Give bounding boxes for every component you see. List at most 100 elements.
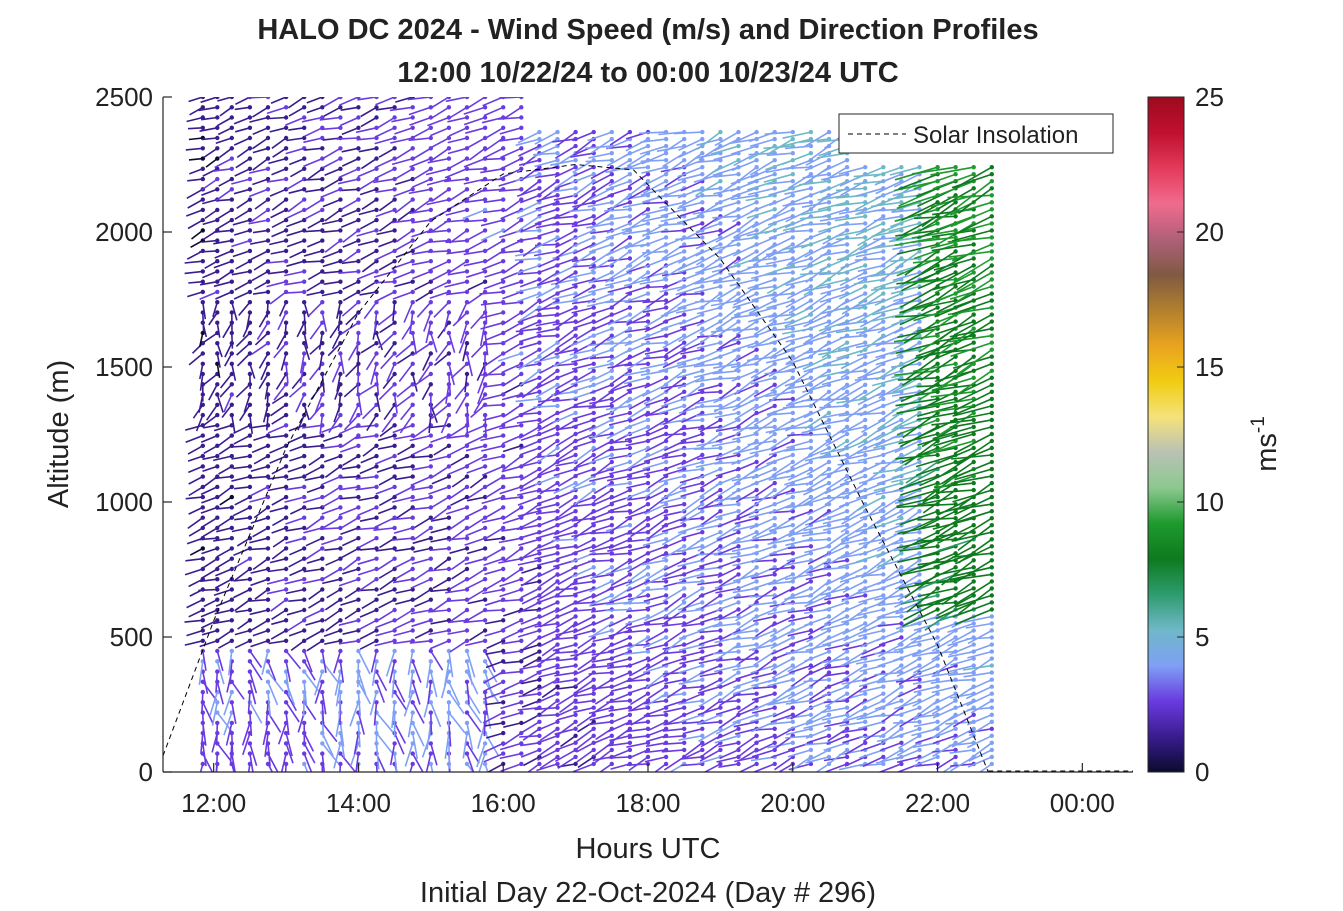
- wind-barb: [552, 412, 576, 424]
- wind-barb: [289, 506, 305, 515]
- wind-barb-dot: [573, 516, 578, 521]
- wind-barb-dot: [573, 530, 578, 535]
- wind-barb-dot: [215, 556, 220, 561]
- wind-barb-dot: [356, 648, 361, 654]
- wind-barb-dot: [428, 300, 433, 305]
- wind-barb: [482, 209, 504, 214]
- wind-barb: [517, 271, 540, 276]
- wind-barb: [466, 722, 474, 750]
- wind-barb-dot: [428, 115, 433, 120]
- wind-barb: [271, 609, 287, 620]
- wind-barb: [374, 127, 395, 138]
- wind-barb: [396, 383, 414, 398]
- wind-barb-dot: [392, 474, 397, 479]
- wind-barb-dot: [591, 487, 596, 493]
- wind-barb: [216, 527, 232, 533]
- wind-barb-dot: [718, 186, 723, 191]
- wind-barb: [216, 353, 221, 368]
- wind-barb: [378, 147, 395, 158]
- wind-barb: [519, 278, 540, 288]
- wind-barb-dot: [428, 125, 433, 130]
- wind-barb-dot: [718, 242, 723, 247]
- wind-barb-dot: [464, 187, 470, 192]
- wind-barb-dot: [265, 556, 271, 561]
- wind-barb-dot: [338, 515, 343, 520]
- wind-barb-dot: [754, 565, 759, 570]
- wind-barb: [463, 157, 486, 168]
- wind-barb: [485, 619, 504, 625]
- wind-barb: [339, 116, 359, 127]
- wind-barb: [369, 691, 378, 716]
- wind-barb: [536, 489, 558, 493]
- wind-barb-dot: [410, 577, 415, 582]
- wind-barb-dot: [573, 726, 578, 731]
- wind-barb-dot: [736, 544, 741, 549]
- wind-barb: [216, 547, 233, 558]
- wind-barbs: [184, 97, 1133, 772]
- wind-barb-dot: [265, 269, 271, 274]
- wind-barb-dot: [392, 207, 397, 213]
- wind-barb-dot: [338, 474, 343, 479]
- wind-barb-dot: [338, 187, 343, 192]
- wind-barb: [218, 445, 233, 455]
- wind-barb-dot: [392, 628, 397, 633]
- wind-barb-dot: [446, 689, 452, 695]
- wind-barb: [411, 332, 418, 355]
- wind-barb-dot: [627, 502, 633, 507]
- wind-barb-dot: [338, 546, 343, 551]
- wind-barb: [557, 721, 577, 736]
- wind-barb: [285, 516, 305, 525]
- wind-barb-dot: [482, 577, 488, 582]
- wind-barb-dot: [501, 392, 506, 397]
- wind-barb: [188, 97, 204, 103]
- wind-barb: [556, 657, 576, 662]
- wind-barb-dot: [392, 597, 397, 602]
- wind-barb-dot: [265, 453, 271, 459]
- wind-barb-dot: [645, 368, 651, 373]
- wind-barb-dot: [446, 146, 452, 151]
- wind-barb: [392, 496, 413, 503]
- wind-barb: [185, 557, 203, 562]
- wind-barb-dot: [482, 443, 488, 448]
- wind-barb-dot: [555, 403, 560, 409]
- wind-barb: [374, 291, 395, 303]
- wind-barb-dot: [200, 689, 205, 695]
- wind-barb-dot: [446, 556, 452, 561]
- wind-barb-dot: [320, 751, 325, 756]
- wind-barb: [289, 157, 305, 166]
- wind-barb: [339, 753, 356, 772]
- wind-barb: [498, 352, 522, 362]
- wind-barb-dot: [410, 597, 415, 602]
- wind-barb: [592, 496, 613, 506]
- wind-barb-dot: [320, 515, 325, 520]
- wind-barb: [484, 352, 504, 367]
- wind-barb: [324, 599, 341, 611]
- wind-barb-dot: [645, 691, 651, 696]
- wind-barb-dot: [682, 249, 687, 254]
- wind-barb-dot: [374, 351, 379, 356]
- wind-barb: [399, 414, 414, 434]
- wind-barb-dot: [501, 566, 506, 572]
- wind-barb-dot: [754, 459, 759, 465]
- wind-barb-dot: [718, 663, 723, 668]
- wind-barb-dot: [555, 305, 560, 310]
- wind-barb: [502, 568, 522, 583]
- wind-barb: [393, 394, 398, 414]
- wind-barb: [357, 712, 365, 735]
- wind-barb-dot: [320, 412, 325, 418]
- wind-barb-dot: [265, 330, 271, 336]
- wind-barb-dot: [591, 129, 596, 135]
- wind-barb: [499, 280, 522, 290]
- wind-barb: [202, 712, 205, 736]
- wind-barb: [483, 578, 504, 592]
- wind-barb: [187, 178, 203, 182]
- wind-barb-dot: [428, 176, 433, 182]
- wind-barb: [483, 742, 504, 754]
- wind-barb: [539, 728, 558, 742]
- wind-barb: [199, 291, 218, 301]
- wind-barb-dot: [410, 207, 415, 213]
- wind-barb-dot: [464, 659, 470, 664]
- wind-barb-dot: [754, 761, 759, 767]
- wind-barb-dot: [283, 97, 289, 100]
